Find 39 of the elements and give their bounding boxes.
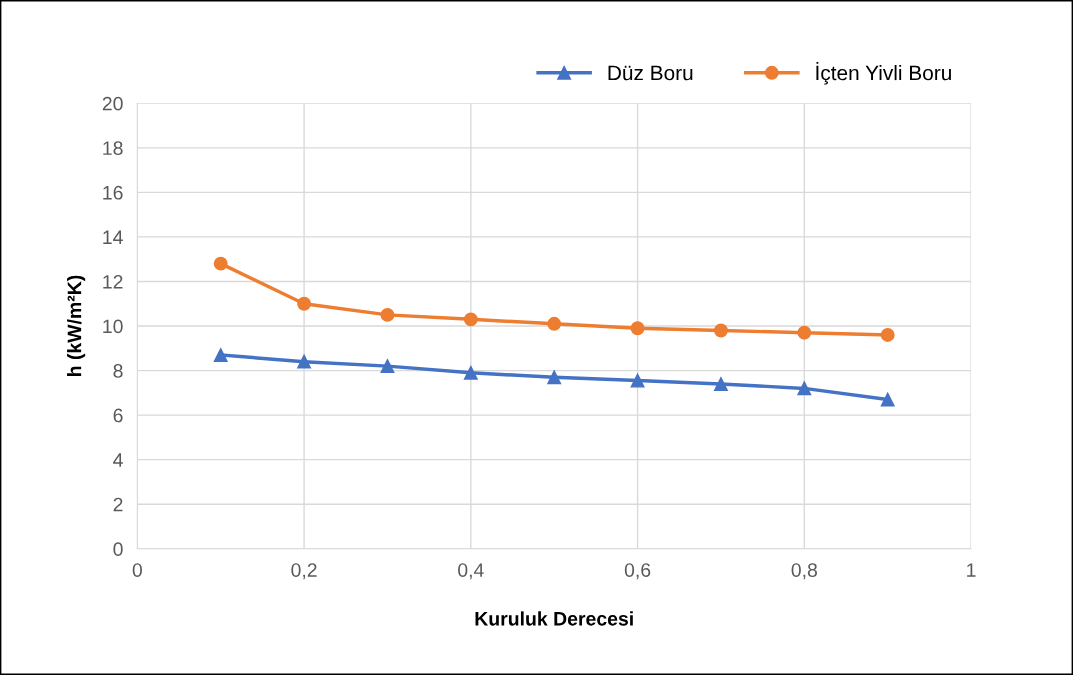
point xyxy=(714,376,728,391)
y-tick-label: 8 xyxy=(113,364,123,378)
x-tick-label: 0,2 xyxy=(291,563,317,580)
x-tick-label: 1 xyxy=(967,563,976,577)
y-tick-label: 16 xyxy=(103,185,123,200)
point xyxy=(463,365,478,380)
y-tick-label: 6 xyxy=(113,408,123,423)
y-tick-label: 4 xyxy=(113,453,123,467)
y-tick-label: 14 xyxy=(103,230,123,244)
y-tick-label: 20 xyxy=(102,96,123,111)
point xyxy=(547,316,562,331)
legend-label: İçten Yivli Boru xyxy=(816,62,951,85)
point xyxy=(213,348,228,362)
x-tick-label: 0,4 xyxy=(458,563,484,580)
y-tick-label: 2 xyxy=(113,497,123,512)
y-tick-label: 0 xyxy=(113,542,123,557)
x-tick-label: 0 xyxy=(132,563,142,577)
point xyxy=(797,381,812,396)
x-tick-label: 0,8 xyxy=(791,563,817,580)
point xyxy=(880,327,895,342)
x-tick-label: 0,6 xyxy=(624,563,651,580)
y-tick-label: 18 xyxy=(103,141,123,156)
x-axis-title: Kuruluk Derecesi xyxy=(475,611,633,626)
y-axis-title: h (kW/m²K) xyxy=(67,275,86,376)
legend-label: Düz Boru xyxy=(608,65,693,81)
point xyxy=(297,296,312,311)
point xyxy=(630,321,645,336)
point xyxy=(714,323,728,338)
point xyxy=(547,370,562,385)
y-tick-label: 12 xyxy=(103,274,123,289)
point xyxy=(797,325,812,340)
point xyxy=(463,312,478,327)
point xyxy=(213,256,228,271)
point xyxy=(880,392,895,407)
point xyxy=(380,359,395,374)
y-tick-label: 10 xyxy=(103,319,123,334)
point xyxy=(630,373,645,388)
point xyxy=(297,354,312,369)
point xyxy=(380,307,395,322)
